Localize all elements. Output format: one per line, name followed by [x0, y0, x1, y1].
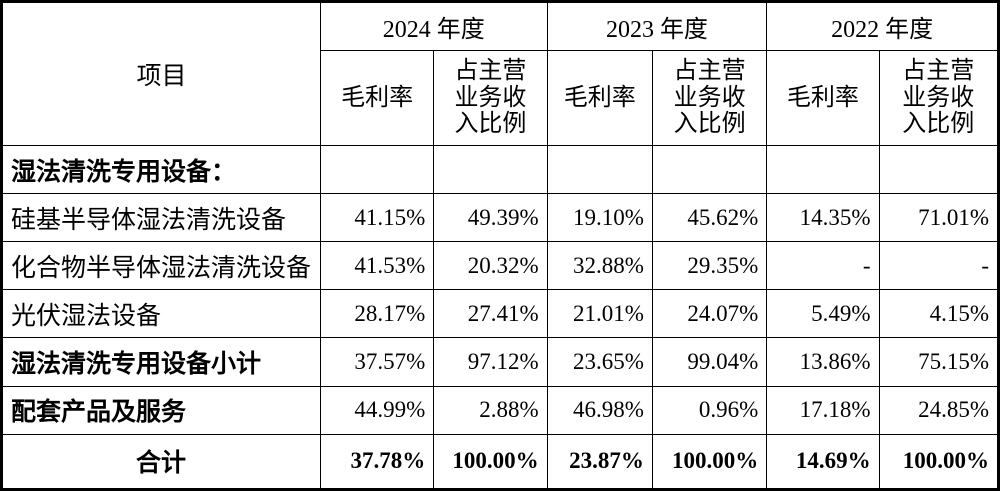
value-cell	[766, 144, 880, 195]
value-cell: 75.15%	[878, 337, 1000, 387]
value-cell: 19.10%	[546, 193, 653, 243]
row-label: 合计	[1, 433, 321, 491]
value-cell: 2.88%	[433, 385, 548, 435]
value-cell: 28.17%	[319, 289, 435, 339]
table-row-subtotal: 湿法清洗专用设备小计 37.57% 97.12% 23.65% 99.04% 1…	[1, 337, 1000, 387]
value-cell: 21.01%	[546, 289, 653, 339]
header-year-row: 项目 2024 年度 2023 年度 2022 年度	[1, 1, 999, 146]
value-cell: 29.35%	[651, 241, 768, 291]
value-cell: 32.88%	[546, 241, 653, 291]
value-cell: 13.86%	[766, 337, 880, 387]
value-cell	[319, 144, 435, 195]
value-cell: 49.39%	[433, 193, 548, 243]
value-cell: -	[878, 241, 1000, 291]
revenue-share-header-2024: 占主营 业务收 入比例	[433, 50, 548, 146]
table-row-total: 合计 37.78% 100.00% 23.87% 100.00% 14.69% …	[1, 433, 1000, 491]
gross-margin-header-2023: 毛利率	[546, 50, 653, 146]
value-cell: 100.00%	[433, 433, 548, 491]
value-cell: 37.78%	[319, 433, 435, 491]
value-cell: 99.04%	[651, 337, 768, 387]
value-cell: 5.49%	[766, 289, 880, 339]
table-row-photovoltaic: 光伏湿法设备 28.17% 27.41% 21.01% 24.07% 5.49%…	[1, 289, 1000, 339]
value-cell: 97.12%	[433, 337, 548, 387]
row-label: 化合物半导体湿法清洗设备	[1, 241, 321, 291]
value-cell: 14.69%	[766, 433, 880, 491]
value-cell: 14.35%	[766, 193, 880, 243]
value-cell	[546, 144, 653, 195]
year-header-2022: 2022 年度	[766, 1, 999, 51]
value-cell: 27.41%	[433, 289, 548, 339]
item-column-header: 项目	[1, 1, 321, 146]
value-cell: 23.87%	[546, 433, 653, 491]
value-cell: 41.53%	[319, 241, 435, 291]
value-cell: 71.01%	[878, 193, 1000, 243]
row-label: 湿法清洗专用设备：	[1, 144, 321, 195]
value-cell: 37.57%	[319, 337, 435, 387]
revenue-share-header-2023: 占主营 业务收 入比例	[651, 50, 768, 146]
value-cell	[878, 144, 1000, 195]
value-cell: 4.15%	[878, 289, 1000, 339]
row-label: 配套产品及服务	[1, 385, 321, 435]
value-cell: 24.85%	[878, 385, 1000, 435]
value-cell: 17.18%	[766, 385, 880, 435]
year-header-2023: 2023 年度	[546, 1, 768, 51]
value-cell	[433, 144, 548, 195]
table-row-supporting: 配套产品及服务 44.99% 2.88% 46.98% 0.96% 17.18%…	[1, 385, 1000, 435]
value-cell: 44.99%	[319, 385, 435, 435]
value-cell: 45.62%	[651, 193, 768, 243]
value-cell: 24.07%	[651, 289, 768, 339]
value-cell	[651, 144, 768, 195]
gross-margin-header-2024: 毛利率	[319, 50, 435, 146]
gross-margin-header-2022: 毛利率	[766, 50, 880, 146]
row-label: 湿法清洗专用设备小计	[1, 337, 321, 387]
header-sub-row: 毛利率 占主营 业务收 入比例 毛利率 占主营 业务收 入比例 毛利率 占主营 …	[2, 50, 1000, 146]
row-label: 硅基半导体湿法清洗设备	[1, 193, 321, 243]
value-cell: 0.96%	[651, 385, 768, 435]
year-header-2024: 2024 年度	[319, 1, 548, 51]
value-cell: -	[766, 241, 880, 291]
revenue-share-header-2022: 占主营 业务收 入比例	[878, 50, 1000, 146]
value-cell: 100.00%	[878, 433, 1000, 491]
value-cell: 41.15%	[319, 193, 435, 243]
value-cell: 46.98%	[546, 385, 653, 435]
value-cell: 100.00%	[651, 433, 768, 491]
table-row-category: 湿法清洗专用设备：	[1, 144, 1000, 195]
row-label: 光伏湿法设备	[1, 289, 321, 339]
table-row-compound: 化合物半导体湿法清洗设备 41.53% 20.32% 32.88% 29.35%…	[1, 241, 1000, 291]
value-cell: 20.32%	[433, 241, 548, 291]
value-cell: 23.65%	[546, 337, 653, 387]
table-row-silicon: 硅基半导体湿法清洗设备 41.15% 49.39% 19.10% 45.62% …	[1, 193, 1000, 243]
